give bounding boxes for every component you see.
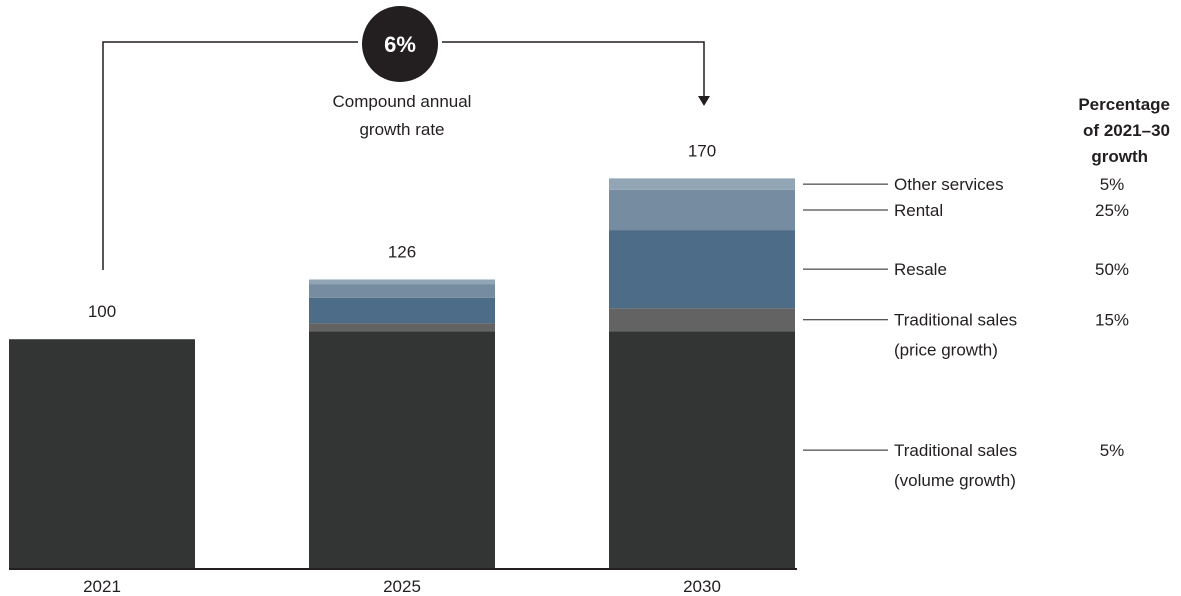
total-label-2030: 170 <box>688 141 716 160</box>
growth-share-other_services: 5% <box>1100 175 1125 194</box>
growth-share-resale: 50% <box>1095 260 1129 279</box>
share-header-line-3: growth <box>1091 147 1148 166</box>
legend-label-other_services: Other services <box>894 175 1004 194</box>
bar-segment-trad_volume-2030 <box>609 331 795 569</box>
legend-label-trad_price-line-2: (price growth) <box>894 341 998 360</box>
x-tick-label-2021: 2021 <box>83 577 121 596</box>
bar-segment-trad_price-2030 <box>609 308 795 332</box>
bar-segment-other_services-2030 <box>609 178 795 190</box>
legend-label-rental: Rental <box>894 201 943 220</box>
legend-label-resale: Resale <box>894 260 947 279</box>
legend-label-trad_volume: Traditional sales <box>894 441 1017 460</box>
cagr-connector-line <box>102 41 358 270</box>
x-tick-label-2030: 2030 <box>683 577 721 596</box>
cagr-label-line-2: growth rate <box>359 120 444 139</box>
bars-group <box>9 178 795 569</box>
share-header: Percentage of 2021–30 growth <box>1078 95 1170 166</box>
growth-share-trad_volume: 5% <box>1100 441 1125 460</box>
total-labels-group: 100 126 170 <box>88 141 716 321</box>
legend-group: Other services 5% Rental 25% Resale 50% Tradit… <box>803 175 1129 490</box>
growth-share-rental: 25% <box>1095 201 1129 220</box>
legend-label-trad_volume-line-2: (volume growth) <box>894 471 1016 490</box>
share-header-line-2: of 2021–30 <box>1083 121 1170 140</box>
bar-segment-resale-2030 <box>609 230 795 309</box>
bar-segment-rental-2025 <box>309 284 495 298</box>
bar-segment-resale-2025 <box>309 297 495 324</box>
bar-segment-rental-2030 <box>609 189 795 231</box>
cagr-arrow-head-icon <box>698 96 710 106</box>
cagr-connector-line-right <box>442 41 705 98</box>
bar-segment-other_services-2025 <box>309 279 495 285</box>
cagr-value: 6% <box>384 32 416 57</box>
bar-segment-trad_price-2025 <box>309 323 495 332</box>
x-tick-label-2025: 2025 <box>383 577 421 596</box>
cagr-callout: 6% Compound annual growth rate <box>102 6 710 270</box>
total-label-2025: 126 <box>388 242 416 261</box>
legend-label-trad_price: Traditional sales <box>894 311 1017 330</box>
total-label-2021: 100 <box>88 302 116 321</box>
cagr-badge <box>362 6 438 82</box>
bar-segment-trad_volume-2025 <box>309 331 495 569</box>
growth-share-trad_price: 15% <box>1095 311 1129 330</box>
x-tick-labels-group: 2021 2025 2030 <box>83 577 721 596</box>
share-header-line-1: Percentage <box>1078 95 1170 114</box>
bar-segment-trad_volume-2021 <box>9 339 195 569</box>
cagr-label-line-1: Compound annual <box>333 92 472 111</box>
